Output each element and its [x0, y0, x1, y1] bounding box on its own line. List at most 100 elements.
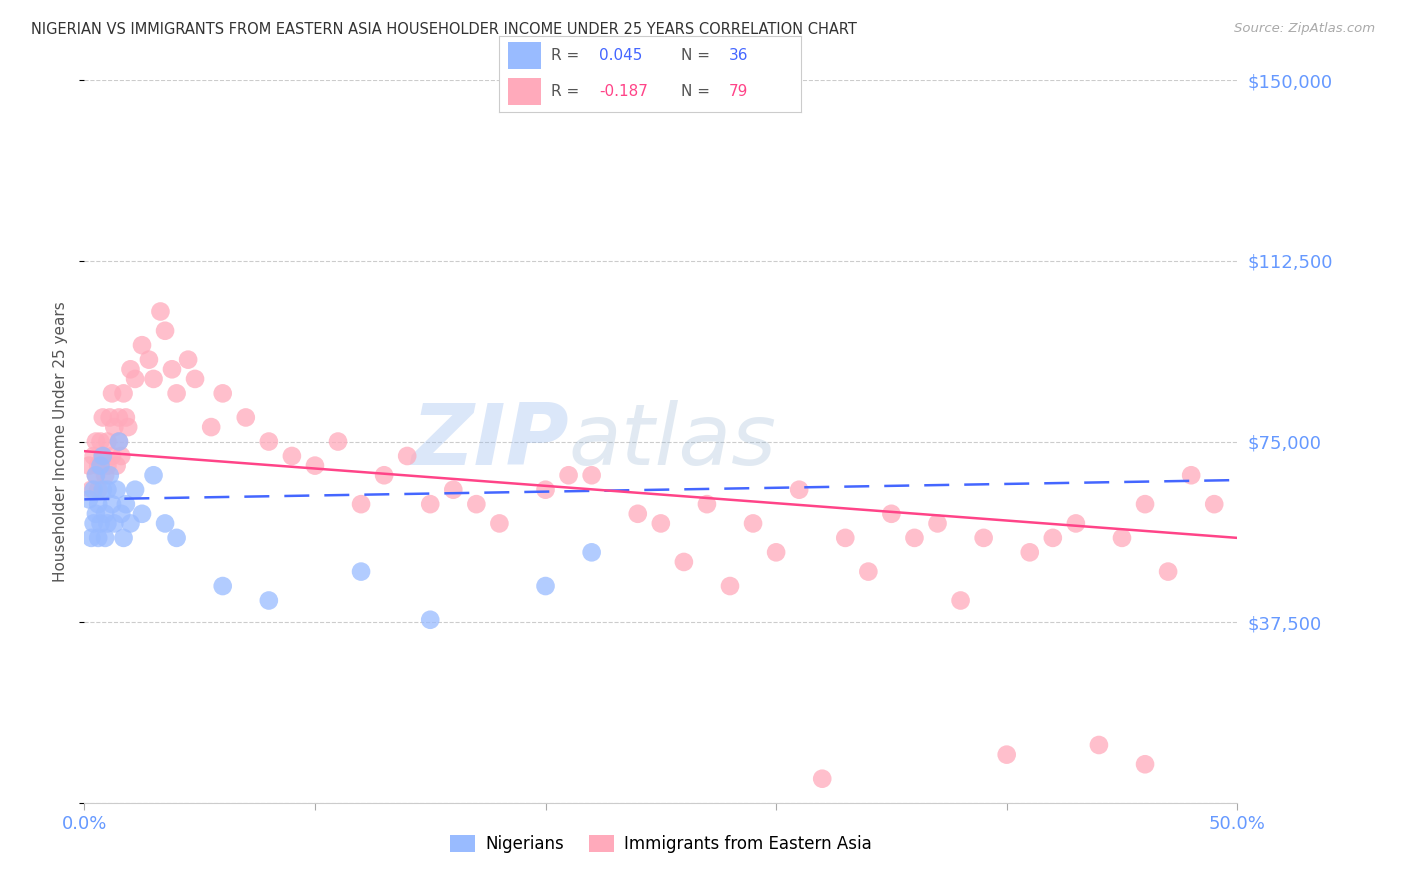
Point: [787, 483, 810, 497]
Point: [83, 516, 105, 531]
Point: [108, 434, 131, 449]
Point: [927, 516, 949, 531]
Point: [153, 324, 176, 338]
Point: [650, 516, 672, 531]
Point: [396, 449, 419, 463]
Point: [138, 352, 160, 367]
Point: [880, 507, 903, 521]
Point: [87, 458, 110, 473]
Point: [1018, 545, 1040, 559]
Point: [124, 372, 146, 386]
Text: 0.045: 0.045: [599, 48, 643, 63]
Point: [627, 507, 650, 521]
Point: [281, 449, 304, 463]
Point: [77, 492, 100, 507]
Point: [304, 458, 326, 473]
Text: atlas: atlas: [568, 400, 776, 483]
Point: [96, 434, 118, 449]
Point: [257, 434, 280, 449]
Point: [441, 483, 464, 497]
Point: [350, 497, 373, 511]
Point: [91, 410, 114, 425]
Point: [834, 531, 856, 545]
Text: R =: R =: [551, 84, 583, 99]
Point: [149, 304, 172, 318]
Point: [101, 386, 124, 401]
Point: [142, 468, 165, 483]
Point: [131, 507, 153, 521]
Point: [103, 516, 125, 531]
Text: N =: N =: [681, 84, 714, 99]
Point: [488, 516, 510, 531]
Text: R =: R =: [551, 48, 583, 63]
Point: [87, 483, 110, 497]
Bar: [508, 42, 541, 69]
Point: [117, 420, 139, 434]
Text: -0.187: -0.187: [599, 84, 648, 99]
Point: [903, 531, 925, 545]
Point: [84, 468, 107, 483]
Point: [115, 410, 138, 425]
Point: [1133, 497, 1156, 511]
Point: [87, 531, 110, 545]
Point: [166, 386, 188, 401]
Point: [1064, 516, 1087, 531]
Point: [108, 410, 131, 425]
Point: [765, 545, 787, 559]
Point: [89, 434, 111, 449]
Point: [101, 497, 124, 511]
Point: [115, 497, 138, 511]
Point: [672, 555, 695, 569]
Point: [98, 468, 121, 483]
Point: [257, 593, 280, 607]
Point: [112, 386, 135, 401]
Point: [973, 531, 995, 545]
Point: [94, 531, 117, 545]
Point: [91, 483, 114, 497]
Point: [91, 449, 114, 463]
Text: 36: 36: [728, 48, 748, 63]
Point: [94, 507, 117, 521]
Point: [83, 449, 105, 463]
Point: [96, 458, 118, 473]
Point: [105, 483, 128, 497]
Point: [184, 372, 207, 386]
Point: [1204, 497, 1226, 511]
Bar: [508, 78, 541, 105]
Point: [534, 483, 557, 497]
Point: [84, 507, 107, 521]
Point: [80, 531, 103, 545]
Point: [142, 372, 165, 386]
Point: [87, 497, 110, 511]
Point: [96, 483, 118, 497]
Point: [84, 434, 107, 449]
Point: [84, 468, 107, 483]
Point: [89, 516, 111, 531]
Point: [124, 483, 146, 497]
Point: [995, 747, 1018, 762]
Point: [96, 516, 118, 531]
Point: [89, 458, 111, 473]
Point: [557, 468, 579, 483]
Point: [1180, 468, 1202, 483]
Point: [98, 410, 121, 425]
Point: [419, 613, 441, 627]
Point: [858, 565, 880, 579]
Point: [131, 338, 153, 352]
Point: [160, 362, 183, 376]
Point: [80, 483, 103, 497]
Point: [419, 497, 441, 511]
Point: [120, 516, 142, 531]
Point: [1111, 531, 1133, 545]
Point: [742, 516, 765, 531]
Point: [91, 449, 114, 463]
Point: [465, 497, 488, 511]
Point: [1088, 738, 1111, 752]
Point: [94, 468, 117, 483]
Text: NIGERIAN VS IMMIGRANTS FROM EASTERN ASIA HOUSEHOLDER INCOME UNDER 25 YEARS CORRE: NIGERIAN VS IMMIGRANTS FROM EASTERN ASIA…: [31, 22, 856, 37]
Point: [83, 483, 105, 497]
Point: [110, 507, 132, 521]
Text: N =: N =: [681, 48, 714, 63]
Point: [120, 362, 142, 376]
Text: Source: ZipAtlas.com: Source: ZipAtlas.com: [1234, 22, 1375, 36]
